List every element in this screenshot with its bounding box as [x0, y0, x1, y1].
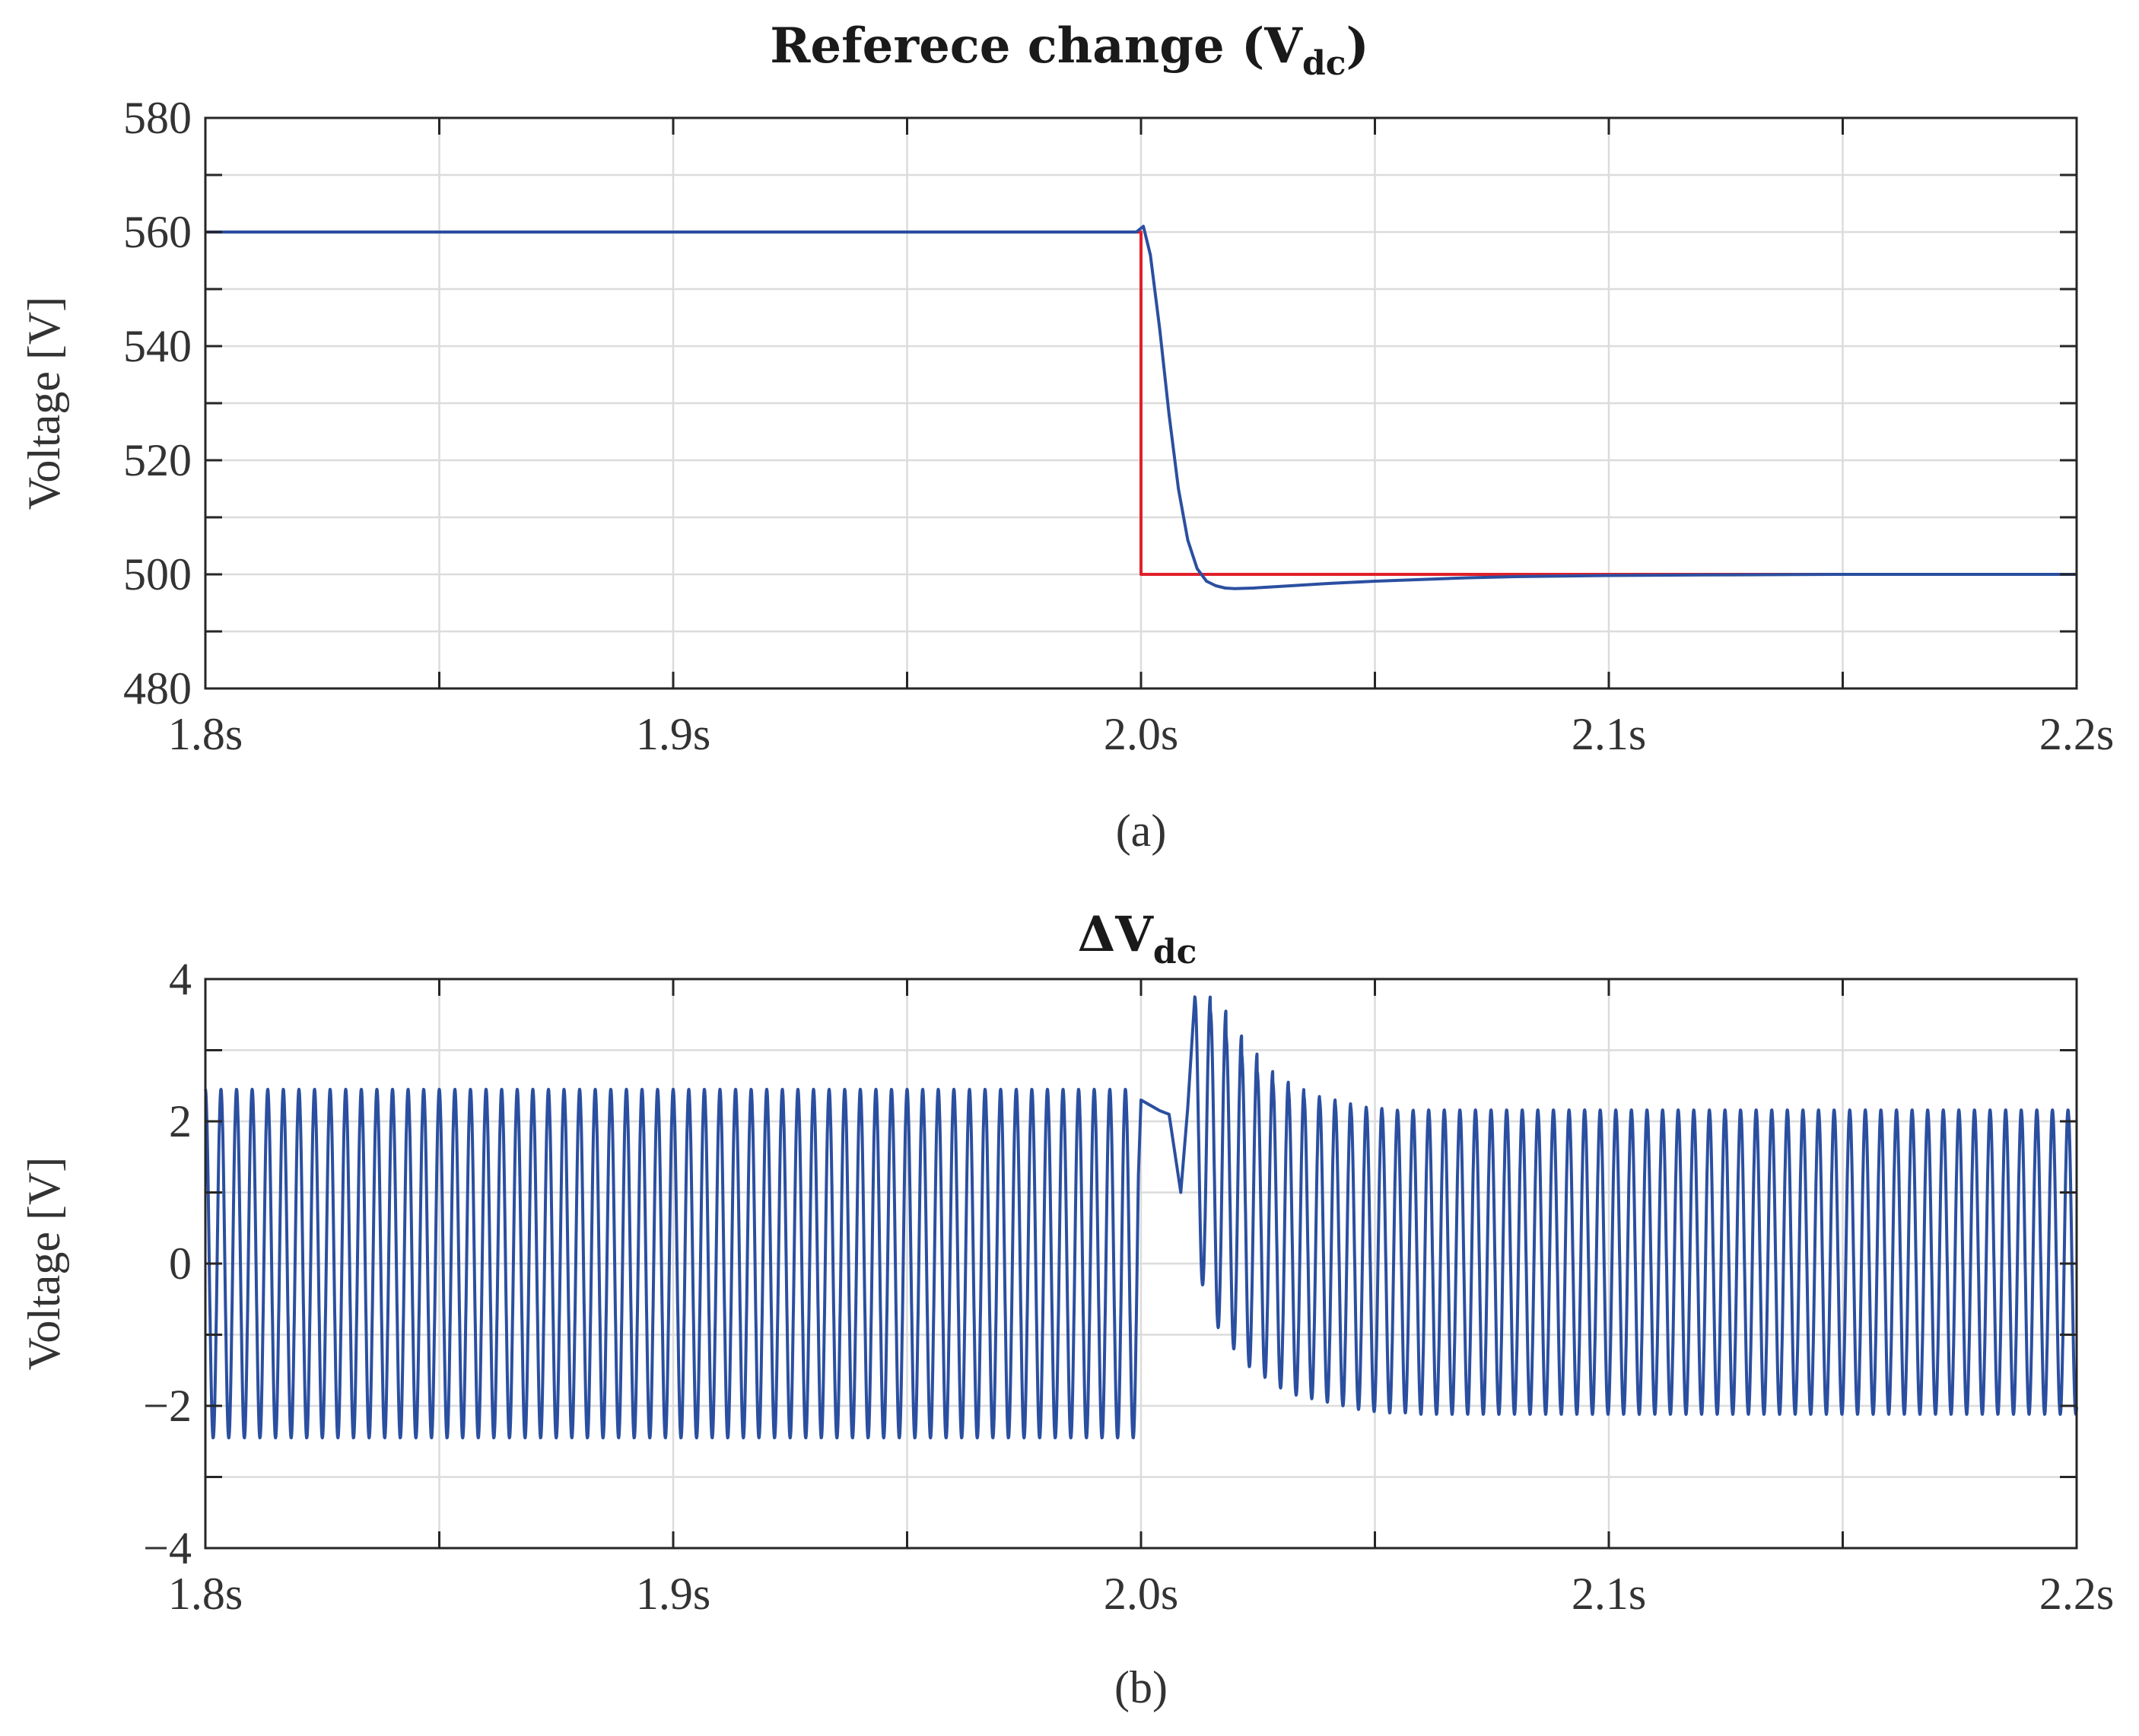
- caption-b: (b): [1114, 1662, 1168, 1712]
- y-tick-label: 560: [123, 207, 192, 257]
- x-tick-label: 2.1s: [1572, 1569, 1646, 1619]
- x-ticks-a: 1.8s 1.9s 2.0s 2.1s 2.2s: [168, 118, 2114, 759]
- x-tick-label: 2.2s: [2039, 709, 2114, 759]
- y-axis-label-b: Voltage [V]: [19, 1157, 69, 1371]
- chart-panel-a: Referece change (Vdc) 1.8s 1.9s 2.0s 2.1s 2.…: [19, 17, 2114, 856]
- x-tick-label: 2.0s: [1104, 1569, 1178, 1619]
- x-ticks-b: 1.8s 1.9s 2.0s 2.1s 2.2s: [168, 979, 2114, 1619]
- x-tick-label: 1.9s: [636, 709, 710, 759]
- grid-b: [204, 978, 2078, 1550]
- y-tick-label: 580: [123, 93, 192, 143]
- y-tick-label: 500: [123, 549, 192, 599]
- y-tick-label: −4: [143, 1523, 192, 1573]
- chart-title-a: Referece change (Vdc): [770, 17, 1369, 83]
- y-tick-label: 540: [123, 321, 192, 371]
- x-tick-label: 2.1s: [1572, 709, 1646, 759]
- plot-lines-b: [204, 995, 2078, 1440]
- chart-title-b: ΔVdc: [1078, 906, 1197, 971]
- caption-a: (a): [1116, 806, 1167, 856]
- y-tick-label: 520: [123, 435, 192, 485]
- chart-panel-b: ΔVdc 1.8s 1.9s 2.0s 2.1s 2.2s −4 −2 0 2 4 Voltag…: [19, 906, 2114, 1712]
- series-line-measured: [205, 224, 2077, 590]
- x-tick-label: 2.0s: [1104, 709, 1178, 759]
- x-tick-label: 1.8s: [168, 1569, 243, 1619]
- y-tick-label: 0: [169, 1238, 192, 1289]
- x-tick-label: 1.8s: [168, 709, 243, 759]
- series-line-ripple: [204, 995, 2078, 1440]
- y-tick-label: −2: [143, 1381, 192, 1431]
- x-tick-label: 2.2s: [2039, 1569, 2114, 1619]
- y-tick-label: 2: [169, 1096, 192, 1146]
- plot-lines-a: [205, 224, 2077, 590]
- y-ticks-b: −4 −2 0 2 4: [143, 954, 2077, 1573]
- y-axis-label-a: Voltage [V]: [19, 297, 69, 510]
- y-tick-label: 4: [169, 954, 192, 1004]
- x-tick-label: 1.9s: [636, 1569, 710, 1619]
- y-tick-label: 480: [123, 663, 192, 714]
- y-ticks-a: 480 500 520 540 560 580: [123, 93, 2077, 714]
